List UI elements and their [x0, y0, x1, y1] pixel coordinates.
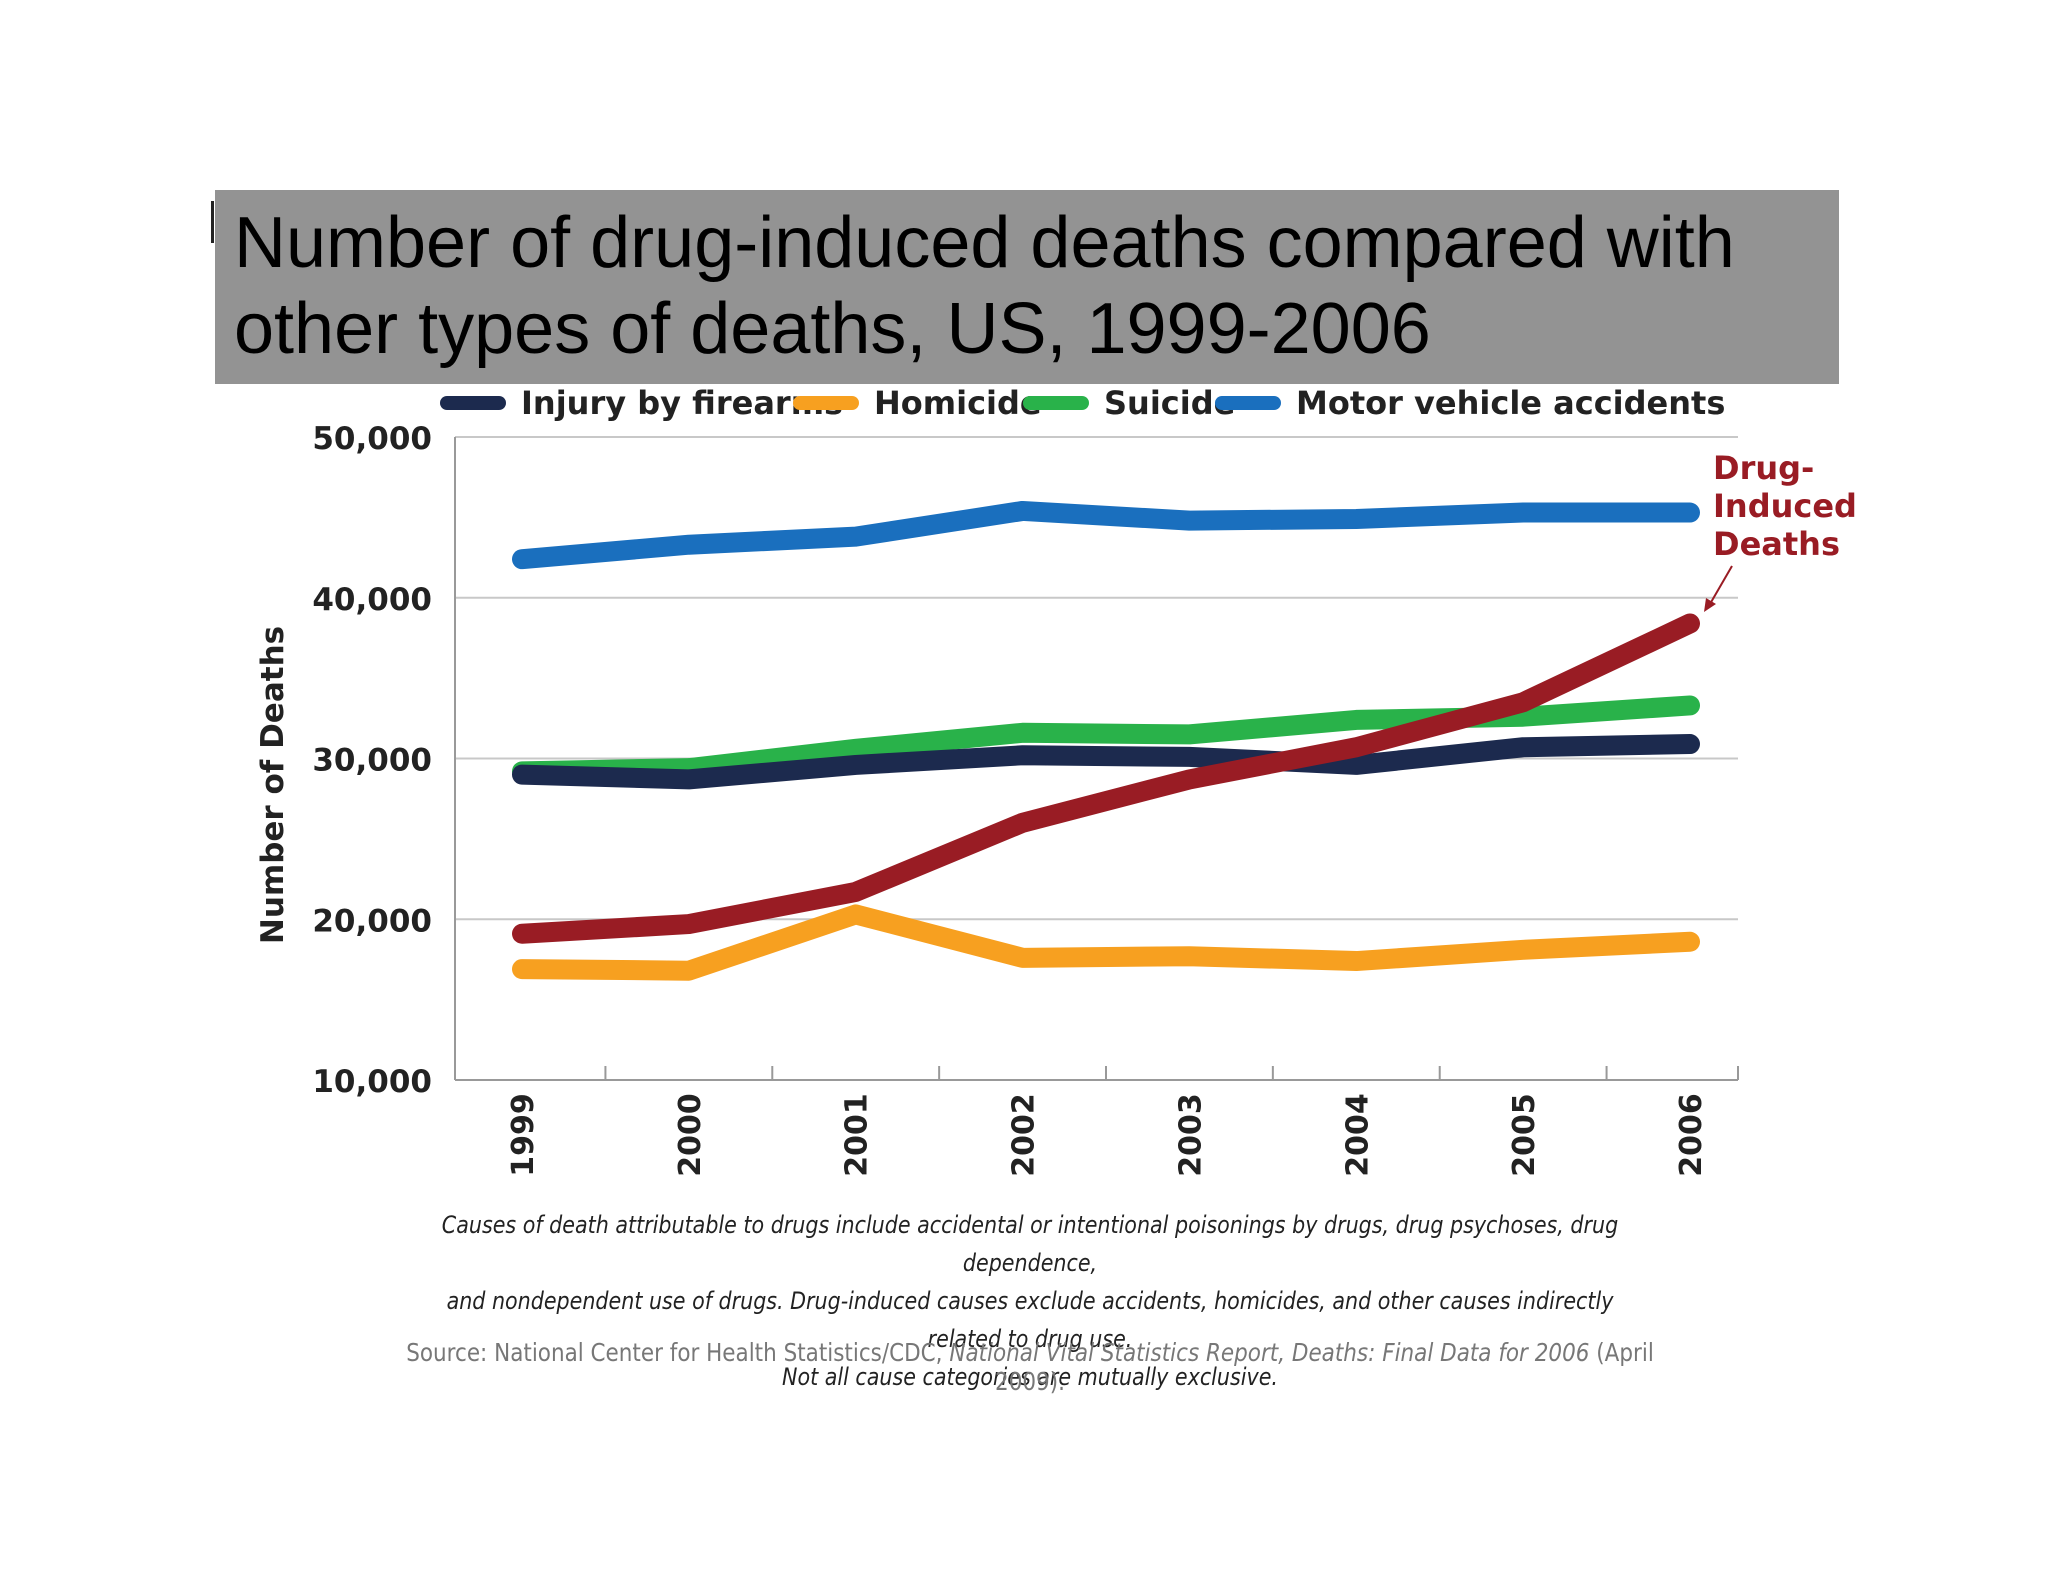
y-tick-label: 30,000	[312, 743, 432, 779]
y-tick-label: 50,000	[312, 421, 432, 457]
legend-label: Suicide	[1104, 384, 1235, 422]
x-tick-label: 2002	[1007, 1093, 1042, 1177]
annotation-label: Induced	[1713, 487, 1857, 525]
x-tick-label: 2000	[673, 1093, 708, 1177]
series-line-drug-induced-deaths	[512, 613, 1700, 944]
legend-label: Motor vehicle accidents	[1296, 384, 1725, 422]
series-line-homicide	[512, 904, 1700, 981]
series-line-injury-by-firearms	[512, 734, 1700, 790]
title-cursor-mark	[211, 201, 214, 243]
chart-source: Source: National Center for Health Stati…	[385, 1338, 1675, 1396]
y-tick-label: 10,000	[312, 1064, 432, 1100]
x-tick-label: 1999	[506, 1093, 541, 1177]
x-tick-label: 2003	[1173, 1093, 1208, 1177]
source-italic: National Vital Statistics Report, Deaths…	[949, 1338, 1590, 1367]
annotation-label: Drug-	[1713, 449, 1814, 487]
annotation-arrow-line	[1709, 565, 1733, 605]
source-suffix: (April 2009).	[995, 1338, 1654, 1396]
chart-title: Number of drug-induced deaths compared w…	[234, 203, 1735, 369]
legend-label: Homicide	[874, 384, 1042, 422]
y-axis-label: Number of Deaths	[255, 626, 291, 944]
title-banner	[215, 190, 1839, 384]
x-tick-label: 2005	[1507, 1093, 1542, 1177]
x-tick-label: 2006	[1674, 1093, 1709, 1177]
x-tick-label: 2004	[1340, 1093, 1375, 1177]
y-tick-label: 20,000	[312, 903, 432, 939]
legend-label: Injury by firearms	[521, 384, 843, 422]
annotation-label: Deaths	[1713, 525, 1840, 563]
y-tick-label: 40,000	[312, 582, 432, 618]
x-tick-label: 2001	[840, 1093, 875, 1177]
source-prefix: Source: National Center for Health Stati…	[406, 1338, 950, 1367]
series-line-motor-vehicle-accidents	[512, 500, 1700, 570]
annotation-arrow-head	[1704, 598, 1716, 612]
chart-footnote: Causes of death attributable to drugs in…	[441, 1211, 1619, 1391]
